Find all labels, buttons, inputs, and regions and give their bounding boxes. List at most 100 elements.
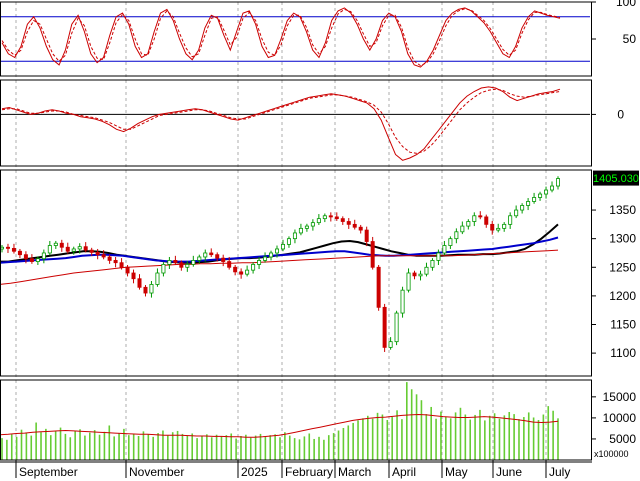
candle-body (388, 341, 393, 348)
candle-body (263, 256, 268, 261)
candle-body (161, 264, 166, 274)
y-tick-label: 1200 (609, 289, 636, 303)
candle-body (514, 209, 519, 217)
candle-body (490, 223, 495, 231)
candle-body (340, 218, 345, 222)
candle-body (53, 242, 58, 246)
stochastic-panel (0, 7, 590, 68)
panel-frames (0, 1, 592, 461)
macd-panel (0, 86, 590, 161)
candle-body (179, 262, 184, 268)
panel-frame (0, 1, 592, 77)
candle-body (454, 231, 459, 240)
candle-body (280, 243, 285, 250)
candle-body (520, 205, 525, 211)
candle-body (257, 260, 262, 265)
last-price-label: 1405.030 (593, 173, 639, 185)
candle-body (400, 289, 405, 314)
candle-body (197, 256, 202, 261)
candle-body (448, 238, 453, 246)
month-label: March (338, 465, 371, 479)
month-label: November (129, 465, 184, 479)
candle-body (508, 215, 513, 225)
candle-body (550, 185, 555, 191)
candle-body (203, 252, 208, 258)
candle-body (352, 223, 357, 228)
candle-body (95, 251, 100, 256)
candle-body (442, 245, 447, 254)
volume-panel (0, 382, 559, 460)
month-label: 2025 (241, 465, 268, 479)
candle-body (233, 266, 238, 273)
candle-body (322, 215, 327, 220)
candle-body (418, 273, 423, 277)
candle-body (526, 201, 531, 206)
candle-body (23, 254, 28, 260)
candle-body (59, 242, 64, 248)
candle-body (239, 271, 244, 275)
candle-body (119, 262, 124, 268)
y-tick-label: 1150 (610, 318, 636, 332)
candle-body (173, 260, 178, 264)
candle-body (316, 218, 321, 224)
candle-body (424, 266, 429, 275)
candle-body (191, 260, 196, 265)
candle-body (472, 215, 477, 222)
candle-body (430, 260, 435, 268)
month-label: February (285, 465, 333, 479)
candle-body (65, 246, 70, 252)
candle-body (298, 227, 303, 234)
candle-body (370, 241, 375, 268)
candle-body (125, 266, 130, 274)
moving-average-line (0, 223, 559, 264)
volume-unit-label: x100000 (594, 449, 629, 459)
y-tick-label: 15000 (603, 390, 637, 404)
candle-body (83, 246, 88, 251)
candle-body (185, 264, 190, 268)
candle-body (17, 250, 22, 256)
candle-body (11, 247, 16, 252)
y-tick-label: 1250 (609, 260, 636, 274)
candle-body (167, 260, 172, 265)
candle-body (137, 278, 142, 288)
y-tick-label: 1350 (609, 203, 636, 217)
candle-body (101, 254, 106, 258)
macd-line (1, 88, 561, 154)
candle-body (478, 215, 483, 218)
panel-frame (0, 79, 592, 167)
candle-body (406, 272, 411, 291)
candle-body (275, 248, 280, 254)
y-tick-label: 0 (617, 107, 624, 121)
candle-body (41, 252, 46, 260)
stochastic-line (1, 8, 561, 67)
candle-body (466, 221, 471, 227)
y-tick-label: 1100 (610, 346, 636, 360)
candle-body (131, 272, 136, 280)
price-panel (0, 176, 561, 352)
candle-body (412, 272, 417, 277)
candle-body (107, 256, 112, 261)
month-label: May (445, 465, 468, 479)
candle-body (143, 286, 148, 294)
candle-body (5, 246, 10, 249)
candle-body (47, 245, 52, 254)
candle-body (149, 284, 154, 294)
candle-body (394, 312, 399, 343)
candle-body (496, 227, 501, 231)
candle-body (286, 238, 291, 245)
grid-layer (15, 2, 547, 460)
candle-body (382, 306, 387, 348)
candle-body (251, 264, 256, 271)
candle-body (460, 225, 465, 233)
candle-body (328, 215, 333, 218)
candle-body (502, 223, 507, 229)
candle-body (209, 252, 214, 256)
candle-body (245, 269, 250, 275)
panel-frame (0, 379, 592, 461)
candle-body (269, 252, 274, 258)
candle-body (292, 232, 297, 240)
last-price-badge (593, 170, 639, 186)
candle-body (334, 216, 339, 220)
month-label: June (496, 465, 522, 479)
